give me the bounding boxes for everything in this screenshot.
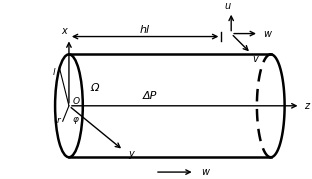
Text: w: w (263, 29, 271, 39)
Text: O: O (73, 97, 80, 106)
Text: φ: φ (73, 115, 79, 124)
Text: hl: hl (140, 25, 150, 35)
Text: y: y (129, 149, 134, 159)
Text: r: r (57, 116, 61, 125)
Text: v: v (252, 54, 258, 64)
Text: z: z (304, 101, 309, 111)
Text: ΔP: ΔP (143, 91, 157, 101)
Text: Ω: Ω (90, 83, 99, 93)
Text: u: u (224, 1, 230, 11)
Text: w: w (202, 167, 209, 177)
Text: x: x (61, 26, 67, 36)
Text: l: l (53, 68, 56, 77)
